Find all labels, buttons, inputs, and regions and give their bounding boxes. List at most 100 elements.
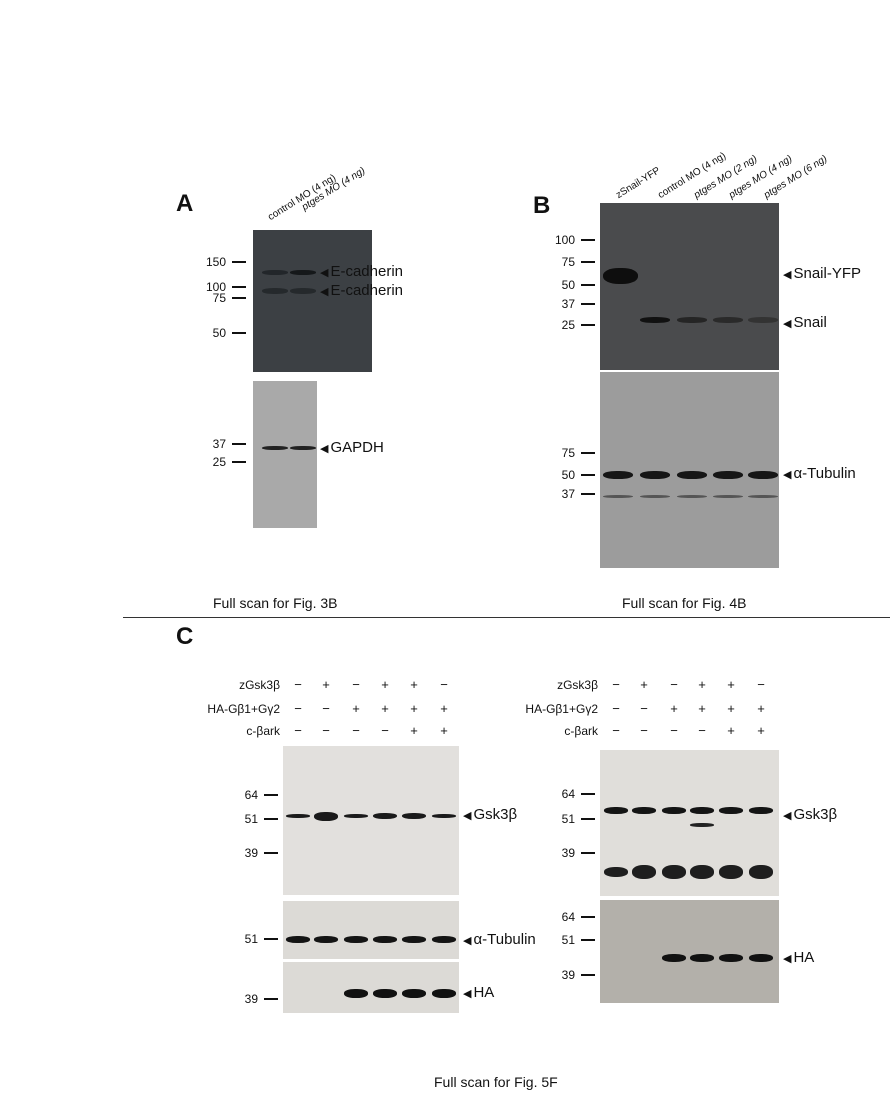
band [402, 813, 426, 819]
condition-sign: − [440, 677, 448, 692]
condition-sign: + [670, 701, 678, 716]
marker-label: 39 [561, 846, 575, 860]
band-label: ◀ Snail [783, 315, 827, 332]
condition-sign: + [698, 701, 706, 716]
band [402, 988, 426, 998]
arrowhead-icon: ◀ [783, 318, 792, 330]
marker-tick [232, 332, 246, 334]
band [290, 269, 316, 275]
band [748, 317, 778, 323]
marker-tick [581, 793, 595, 795]
band-name: Gsk3β [473, 806, 518, 823]
condition-sign: − [698, 723, 706, 738]
band [640, 471, 670, 479]
band [713, 471, 743, 479]
band [749, 806, 773, 814]
band-label: ◀ Gsk3β [463, 807, 517, 824]
condition-sign: − [757, 677, 765, 692]
blot-c-left-gsk3b [283, 746, 459, 895]
band [373, 988, 397, 998]
marker-label: 37 [561, 487, 575, 501]
condition-sign: + [410, 701, 418, 716]
marker-tick [264, 818, 278, 820]
caption-a: Full scan for Fig. 3B [213, 595, 338, 611]
band [640, 494, 670, 498]
band [719, 806, 743, 814]
marker-tick [581, 916, 595, 918]
marker-tick [581, 474, 595, 476]
condition-label: c-βark [564, 724, 598, 738]
band [677, 317, 707, 323]
condition-label: HA-Gβ1+Gγ2 [207, 702, 280, 716]
condition-label: zGsk3β [239, 678, 280, 692]
condition-sign: + [640, 677, 648, 692]
condition-sign: + [727, 723, 735, 738]
band [713, 494, 743, 498]
condition-sign: − [640, 701, 648, 716]
band-name: Snail-YFP [793, 265, 861, 282]
band [749, 865, 773, 879]
condition-sign: + [727, 677, 735, 692]
marker-label: 100 [554, 233, 575, 247]
marker-tick [581, 261, 595, 263]
marker-label: 150 [205, 255, 226, 269]
marker-tick [581, 493, 595, 495]
band [677, 494, 707, 498]
blot-c-right-ha [600, 900, 779, 1003]
condition-sign: − [670, 723, 678, 738]
condition-sign: − [322, 723, 330, 738]
blot-a-ecadherin [253, 230, 372, 372]
marker-tick [232, 443, 246, 445]
band [677, 471, 707, 479]
band [690, 823, 714, 827]
band [314, 935, 338, 943]
marker-label: 64 [244, 788, 258, 802]
blot-b-snail [600, 203, 779, 370]
marker-tick [264, 998, 278, 1000]
band [748, 471, 778, 479]
marker-label: 50 [561, 468, 575, 482]
band [640, 317, 670, 323]
arrowhead-icon: ◀ [783, 269, 792, 281]
marker-tick [264, 794, 278, 796]
marker-tick [264, 852, 278, 854]
band [314, 811, 338, 821]
arrowhead-icon: ◀ [463, 810, 472, 822]
marker-tick [581, 939, 595, 941]
band-label: ◀ HA [783, 950, 814, 967]
condition-sign: + [757, 723, 765, 738]
condition-sign: − [612, 723, 620, 738]
condition-sign: − [640, 723, 648, 738]
condition-sign: + [698, 677, 706, 692]
marker-label: 39 [561, 968, 575, 982]
band-name: GAPDH [330, 439, 384, 456]
lane-label: zSnail-YFP [614, 165, 663, 201]
condition-sign: − [381, 723, 389, 738]
band [662, 954, 686, 962]
marker-label: 51 [244, 812, 258, 826]
band-label: ◀ GAPDH [320, 440, 384, 457]
blot-c-left-tubulin [283, 901, 459, 959]
condition-sign: − [670, 677, 678, 692]
band-label: ◀ HA [463, 985, 494, 1002]
marker-tick [581, 852, 595, 854]
marker-tick [232, 261, 246, 263]
band-name: α-Tubulin [793, 465, 856, 482]
condition-label: zGsk3β [557, 678, 598, 692]
marker-tick [232, 297, 246, 299]
condition-sign: + [440, 701, 448, 716]
marker-tick [581, 818, 595, 820]
arrowhead-icon: ◀ [320, 443, 329, 455]
band [662, 806, 686, 814]
marker-label: 51 [244, 932, 258, 946]
band [344, 988, 368, 998]
marker-tick [232, 286, 246, 288]
panel-b-label: B [533, 192, 551, 219]
band-name: HA [473, 984, 495, 1001]
panel-a-label: A [176, 190, 194, 217]
band [432, 814, 456, 818]
band [402, 935, 426, 943]
band [603, 268, 638, 284]
condition-sign: + [410, 677, 418, 692]
